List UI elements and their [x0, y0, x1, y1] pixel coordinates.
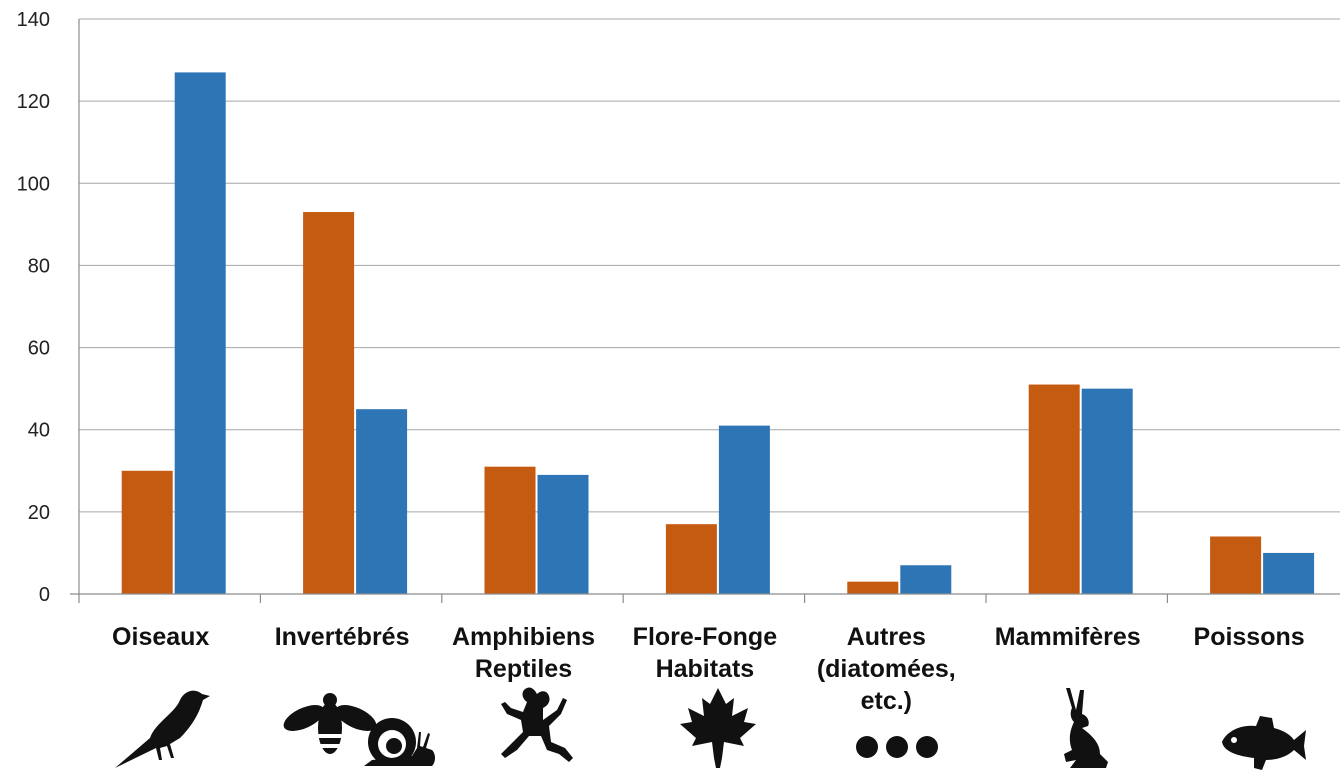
bar-series-1-autres-diatomées-etc- — [847, 581, 899, 594]
category-labels: Oiseaux Invertébrés Amphibiens Reptiles Flor… — [112, 623, 1305, 715]
category-label-line: Amphibiens — [452, 623, 595, 651]
y-tick-label: 20 — [28, 502, 50, 524]
bar-series-1-invertébrés — [303, 212, 355, 595]
bar-series-1-amphibiens-reptiles — [484, 466, 536, 594]
bar-series-2-amphibiens-reptiles — [537, 474, 589, 594]
bar-series-2-autres-diatomées-etc- — [900, 565, 952, 594]
rabbit-icon — [1064, 688, 1108, 768]
category-label-line: Mammifères — [995, 623, 1141, 651]
y-tick-label: 80 — [28, 255, 50, 277]
bee-icon — [283, 693, 377, 754]
category-label-line: Invertébrés — [275, 623, 410, 651]
bars — [121, 72, 1315, 595]
bar-series-1-mammifères — [1028, 384, 1080, 594]
category-label-line: Oiseaux — [112, 623, 209, 651]
axes — [70, 19, 1340, 603]
fish-icon — [1222, 716, 1306, 770]
bar-series-1-flore-fonge-habitats — [665, 524, 717, 594]
y-tick-label: 100 — [17, 173, 50, 195]
bar-series-2-poissons — [1263, 552, 1315, 594]
category-label: Oiseaux — [112, 623, 209, 651]
category-label-line: Flore-Fonge — [633, 623, 778, 651]
category-label: Flore-Fonge Habitats — [633, 623, 778, 683]
bar-series-1-poissons — [1210, 536, 1262, 594]
category-label-line: Autres — [847, 623, 926, 651]
category-label: Mammifères — [995, 623, 1141, 651]
category-label-line: etc.) — [861, 687, 912, 715]
three-dots-icon — [856, 736, 938, 758]
frog-icon — [501, 687, 573, 762]
y-tick-label: 60 — [28, 338, 50, 360]
category-label-line: Habitats — [656, 655, 755, 683]
bar-series-2-invertébrés — [356, 409, 408, 594]
bar-series-1-oiseaux — [121, 470, 173, 594]
bar-series-2-flore-fonge-habitats — [718, 425, 770, 594]
y-tick-label: 40 — [28, 420, 50, 442]
category-label-line: Reptiles — [475, 655, 572, 683]
bar-series-2-mammifères — [1081, 388, 1133, 594]
y-tick-label: 120 — [17, 91, 50, 113]
maple-leaf-icon — [680, 688, 756, 768]
category-label: Poissons — [1194, 623, 1305, 651]
category-label-line: (diatomées, — [817, 655, 956, 683]
category-label: Autres (diatomées, etc.) — [817, 623, 956, 715]
bar-series-2-oiseaux — [174, 72, 226, 594]
gridlines — [79, 18, 1340, 513]
category-label: Invertébrés — [275, 623, 410, 651]
bird-icon — [115, 690, 210, 768]
y-axis-tick-labels: 0 20 40 60 80 100 120 140 — [17, 9, 50, 606]
category-label: Amphibiens Reptiles — [452, 623, 595, 683]
category-label-line: Poissons — [1194, 623, 1305, 651]
y-tick-label: 140 — [17, 9, 50, 31]
y-tick-label: 0 — [39, 584, 50, 606]
snail-icon — [364, 718, 435, 766]
